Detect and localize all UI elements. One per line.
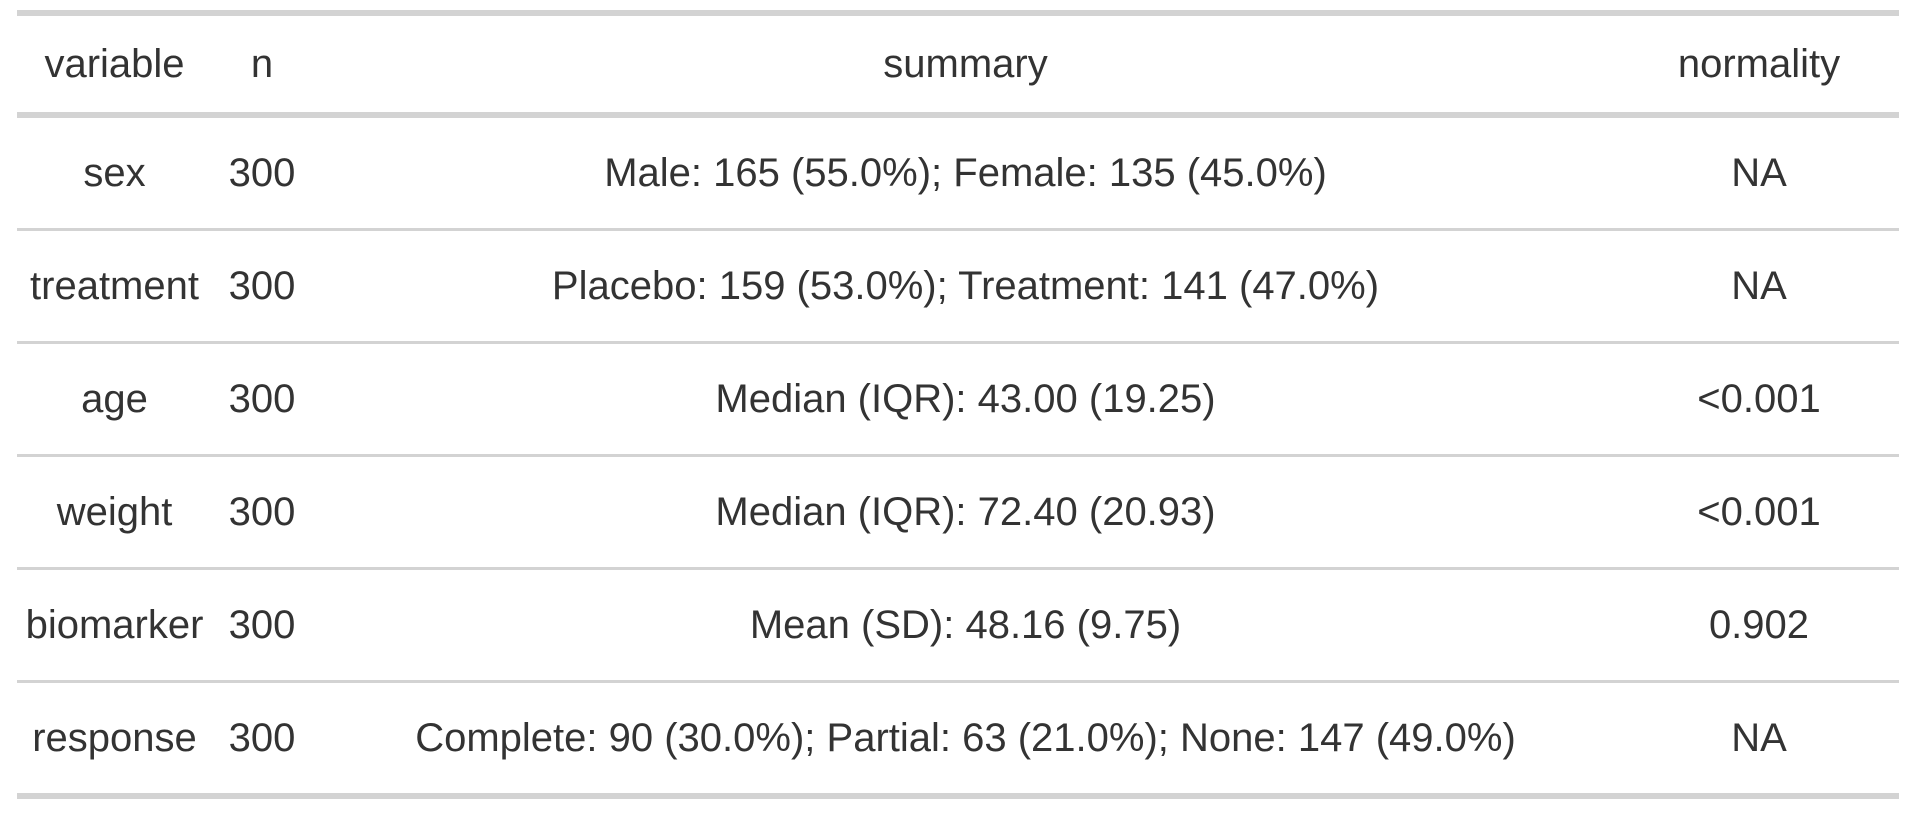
column-header-normality: normality (1619, 13, 1899, 118)
cell-normality: NA (1731, 716, 1787, 760)
cell-summary: Mean (SD): 48.16 (9.75) (312, 568, 1619, 683)
cell-normality: NA (1619, 115, 1899, 231)
cell-summary: Median (IQR): 72.40 (20.93) (312, 455, 1619, 570)
table-row: treatment 300 Placebo: 159 (53.0%); Treatm… (17, 229, 1899, 344)
cell-n: 300 (212, 342, 312, 457)
cell-summary: Complete: 90 (30.0%); Partial: 63 (21.0%… (415, 716, 1516, 760)
table-row: response 300 Complete: 90 (30.0%); Partial… (17, 682, 1899, 797)
cell-n: 300 (212, 568, 312, 683)
cell-variable: sex (17, 115, 212, 231)
cell-summary: Median (IQR): 43.00 (19.25) (312, 342, 1619, 457)
cell-summary: Placebo: 159 (53.0%); Treatment: 141 (47… (312, 229, 1619, 344)
table-row: age 300 Median (IQR): 43.00 (19.25) <0.001 (17, 342, 1899, 457)
column-header-n: n (212, 13, 312, 118)
cell-summary: Male: 165 (55.0%); Female: 135 (45.0%) (312, 115, 1619, 231)
cell-variable: treatment (17, 229, 212, 344)
cell-variable: response (32, 716, 197, 760)
cell-normality: 0.902 (1619, 568, 1899, 683)
table-header: variable n summary normality (17, 13, 1899, 118)
header-row: variable n summary normality (17, 13, 1899, 118)
cell-n: 300 (212, 115, 312, 231)
cell-normality: NA (1619, 229, 1899, 344)
table-row: biomarker 300 Mean (SD): 48.16 (9.75) 0.902 (17, 568, 1899, 683)
table-row: weight 300 Median (IQR): 72.40 (20.93) <0.0… (17, 455, 1899, 570)
summary-table: variable n summary normality sex 300 Male:… (17, 10, 1899, 799)
cell-variable: biomarker (17, 568, 212, 683)
cell-n: 300 (212, 229, 312, 344)
cell-normality: <0.001 (1619, 455, 1899, 570)
cell-variable: weight (17, 455, 212, 570)
column-header-variable: variable (17, 13, 212, 118)
cell-n: 300 (228, 716, 296, 760)
cell-n: 300 (212, 455, 312, 570)
summary-table-container: variable n summary normality sex 300 Male:… (17, 10, 1899, 799)
column-header-summary: summary (312, 13, 1619, 118)
cell-variable: age (17, 342, 212, 457)
table-row: sex 300 Male: 165 (55.0%); Female: 135 (45… (17, 115, 1899, 231)
table-body: sex 300 Male: 165 (55.0%); Female: 135 (45… (17, 115, 1899, 796)
cell-normality: <0.001 (1619, 342, 1899, 457)
